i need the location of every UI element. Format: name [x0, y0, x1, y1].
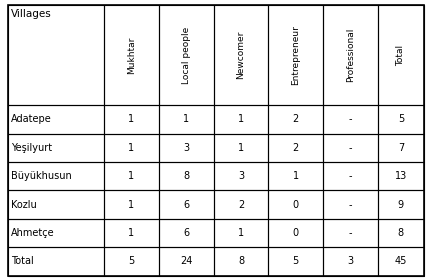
- Text: Ahmetçe: Ahmetçe: [11, 228, 55, 238]
- Text: 5: 5: [128, 256, 135, 266]
- Text: -: -: [349, 228, 352, 238]
- Bar: [323, 247, 378, 276]
- Bar: [8, 162, 104, 190]
- Bar: [104, 162, 159, 190]
- Bar: [378, 134, 424, 162]
- Text: 3: 3: [347, 256, 353, 266]
- Bar: [8, 219, 104, 247]
- Text: 5: 5: [293, 256, 299, 266]
- Bar: [104, 247, 159, 276]
- Text: 6: 6: [183, 199, 189, 210]
- Bar: [214, 105, 269, 134]
- Bar: [323, 190, 378, 219]
- Text: Total: Total: [396, 45, 405, 66]
- Text: Local people: Local people: [182, 27, 191, 84]
- Bar: [214, 190, 269, 219]
- Bar: [378, 247, 424, 276]
- Bar: [159, 105, 214, 134]
- Bar: [159, 134, 214, 162]
- Text: 1: 1: [128, 199, 135, 210]
- Bar: [269, 5, 323, 105]
- Text: 1: 1: [293, 171, 299, 181]
- Text: 13: 13: [395, 171, 407, 181]
- Text: 1: 1: [128, 114, 135, 124]
- Text: -: -: [349, 114, 352, 124]
- Bar: [269, 134, 323, 162]
- Text: 24: 24: [180, 256, 193, 266]
- Bar: [323, 105, 378, 134]
- Text: 8: 8: [398, 228, 404, 238]
- Bar: [159, 190, 214, 219]
- Text: -: -: [349, 143, 352, 153]
- Text: Mukhtar: Mukhtar: [127, 36, 136, 74]
- Bar: [378, 219, 424, 247]
- Bar: [8, 105, 104, 134]
- Bar: [378, 190, 424, 219]
- Text: 9: 9: [398, 199, 404, 210]
- Text: 45: 45: [395, 256, 407, 266]
- Text: -: -: [349, 199, 352, 210]
- Bar: [269, 219, 323, 247]
- Bar: [159, 5, 214, 105]
- Text: 0: 0: [293, 199, 299, 210]
- Text: 2: 2: [293, 143, 299, 153]
- Bar: [214, 5, 269, 105]
- Text: 1: 1: [128, 171, 135, 181]
- Text: 3: 3: [238, 171, 244, 181]
- Bar: [104, 190, 159, 219]
- Text: Professional: Professional: [346, 28, 355, 82]
- Bar: [104, 134, 159, 162]
- Text: 2: 2: [238, 199, 244, 210]
- Bar: [159, 247, 214, 276]
- Bar: [104, 5, 159, 105]
- Bar: [214, 219, 269, 247]
- Bar: [323, 134, 378, 162]
- Bar: [378, 5, 424, 105]
- Text: Adatepe: Adatepe: [11, 114, 52, 124]
- Text: 6: 6: [183, 228, 189, 238]
- Text: Yeşilyurt: Yeşilyurt: [11, 143, 52, 153]
- Bar: [214, 134, 269, 162]
- Text: 2: 2: [293, 114, 299, 124]
- Bar: [214, 162, 269, 190]
- Text: Entrepreneur: Entrepreneur: [291, 25, 300, 85]
- Text: Büyükhusun: Büyükhusun: [11, 171, 72, 181]
- Text: Newcomer: Newcomer: [236, 31, 245, 79]
- Bar: [323, 5, 378, 105]
- Bar: [214, 247, 269, 276]
- Text: 3: 3: [183, 143, 189, 153]
- Text: 1: 1: [183, 114, 189, 124]
- Bar: [269, 162, 323, 190]
- Bar: [8, 247, 104, 276]
- Bar: [323, 219, 378, 247]
- Bar: [159, 219, 214, 247]
- Bar: [269, 190, 323, 219]
- Text: 8: 8: [183, 171, 189, 181]
- Text: 1: 1: [128, 228, 135, 238]
- Text: -: -: [349, 171, 352, 181]
- Bar: [159, 162, 214, 190]
- Text: 5: 5: [398, 114, 404, 124]
- Bar: [269, 105, 323, 134]
- Text: 7: 7: [398, 143, 404, 153]
- Text: 8: 8: [238, 256, 244, 266]
- Bar: [378, 162, 424, 190]
- Text: 1: 1: [238, 143, 244, 153]
- Bar: [8, 5, 104, 105]
- Text: 1: 1: [238, 228, 244, 238]
- Bar: [323, 162, 378, 190]
- Text: Kozlu: Kozlu: [11, 199, 37, 210]
- Text: 1: 1: [128, 143, 135, 153]
- Text: 0: 0: [293, 228, 299, 238]
- Bar: [104, 219, 159, 247]
- Text: Total: Total: [11, 256, 34, 266]
- Bar: [269, 247, 323, 276]
- Bar: [8, 134, 104, 162]
- Bar: [378, 105, 424, 134]
- Bar: [104, 105, 159, 134]
- Text: 1: 1: [238, 114, 244, 124]
- Text: Villages: Villages: [11, 9, 52, 19]
- Bar: [8, 190, 104, 219]
